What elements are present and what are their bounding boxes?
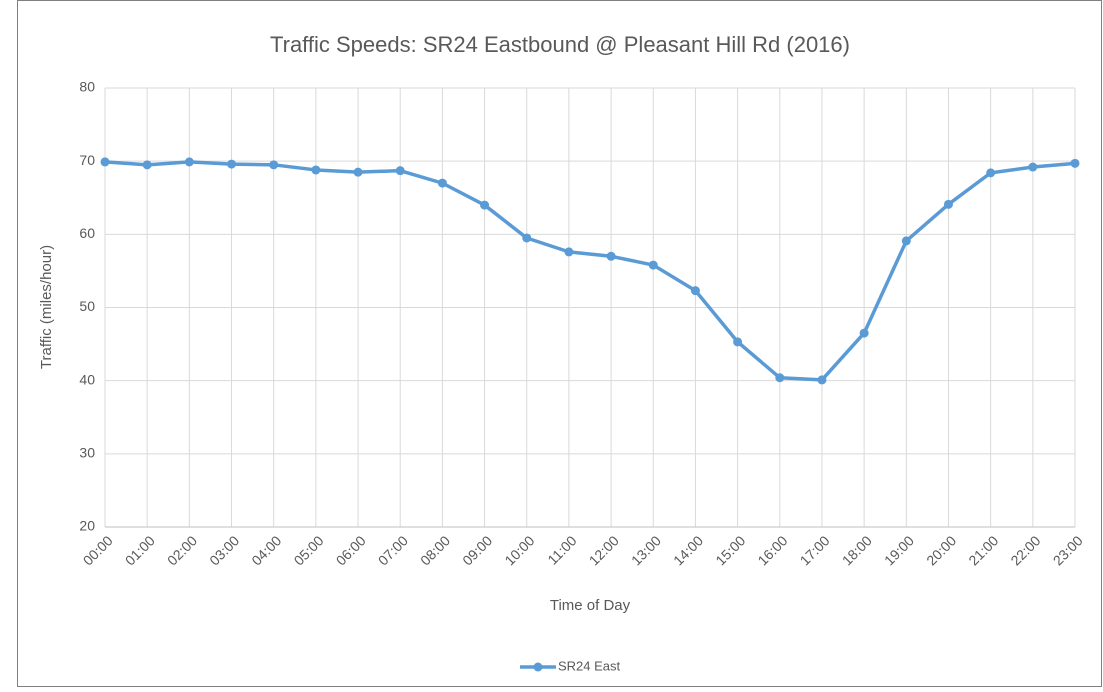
data-point [100, 157, 110, 167]
data-point [648, 260, 658, 270]
x-axis-label: Time of Day [550, 597, 631, 614]
data-point [269, 160, 279, 170]
data-point [522, 233, 532, 243]
data-point [859, 328, 869, 338]
data-point [775, 373, 785, 383]
y-axis-label: Traffic (miles/hour) [38, 245, 55, 369]
data-point [901, 236, 911, 246]
data-point [986, 168, 996, 178]
data-point [943, 199, 953, 209]
data-point [733, 337, 743, 347]
y-tick-label: 20 [79, 518, 95, 534]
y-tick-label: 60 [79, 225, 95, 241]
legend-marker [533, 662, 543, 672]
chart-title: Traffic Speeds: SR24 Eastbound @ Pleasan… [270, 32, 850, 57]
data-point [311, 165, 321, 175]
y-tick-label: 40 [79, 371, 95, 387]
legend-label: SR24 East [558, 658, 621, 673]
data-point [437, 178, 447, 188]
data-point [690, 286, 700, 296]
y-tick-label: 30 [79, 445, 95, 461]
data-point [395, 166, 405, 176]
data-point [817, 375, 827, 385]
chart-border [17, 0, 1102, 687]
y-tick-label: 70 [79, 152, 95, 168]
data-point [184, 157, 194, 167]
y-tick-label: 80 [79, 79, 95, 95]
data-point [142, 160, 152, 170]
data-point [564, 247, 574, 257]
data-point [480, 200, 490, 210]
data-point [1070, 158, 1080, 168]
data-point [353, 167, 363, 177]
data-point [227, 159, 237, 169]
y-tick-label: 50 [79, 298, 95, 314]
series-line [104, 160, 1076, 382]
data-point [606, 251, 616, 261]
data-point [1028, 162, 1038, 172]
